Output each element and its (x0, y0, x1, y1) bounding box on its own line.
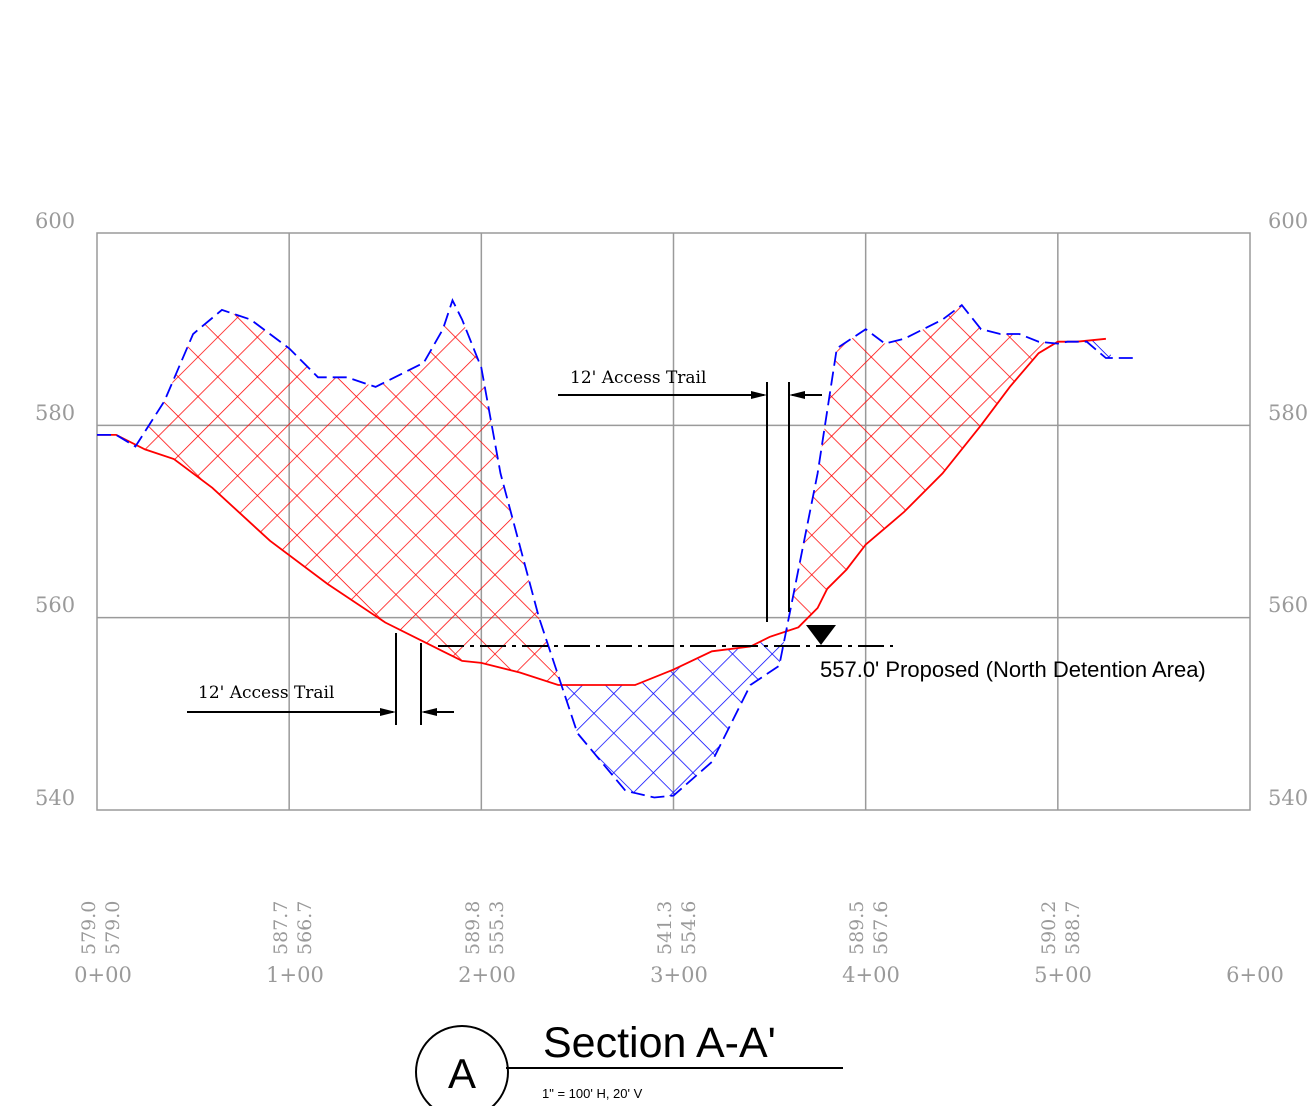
section-marker-letter: A (448, 1050, 476, 1097)
proposed-elevation-label: 557.0' Proposed (North Detention Area) (820, 657, 1206, 682)
right-tick-540: 540 (1268, 786, 1308, 810)
cut-area-hatch (97, 300, 1135, 685)
right-tick-600: 600 (1268, 209, 1308, 233)
section-title: Section A-A' (543, 1019, 776, 1067)
station-label-0: 0+00 (74, 963, 132, 987)
section-title-block: A Section A-A' 1" = 100' H, 20' V (415, 1019, 843, 1106)
left-tick-580: 580 (35, 401, 75, 425)
bottom-value-a: 587.7 (270, 901, 292, 955)
bottom-value-b: 555.3 (486, 901, 508, 955)
proposed-grade-line (97, 337, 1106, 686)
station-label-6: 6+00 (1226, 963, 1284, 987)
section-marker-circle (415, 1025, 509, 1106)
bottom-value-b: 554.6 (678, 901, 700, 955)
bottom-value-a: 589.8 (462, 901, 484, 955)
cut-fill-areas (97, 300, 1135, 798)
left-tick-540: 540 (35, 786, 75, 810)
station-label-2: 2+00 (458, 963, 516, 987)
access-trail-left: 12' Access Trail (187, 633, 454, 725)
station-label-5: 5+00 (1034, 963, 1092, 987)
bottom-value-a: 590.2 (1038, 901, 1060, 955)
access-trail-right: 12' Access Trail (558, 368, 822, 622)
station-label-4: 4+00 (842, 963, 900, 987)
section-scale: 1" = 100' H, 20' V (542, 1086, 643, 1101)
bottom-value-a: 541.3 (654, 901, 676, 955)
left-tick-600: 600 (35, 209, 75, 233)
bottom-value-b: 567.6 (870, 901, 892, 955)
bottom-value-b: 588.7 (1062, 901, 1084, 955)
bottom-value-a: 589.5 (846, 901, 868, 955)
left-tick-560: 560 (35, 593, 75, 617)
bottom-value-b: 566.7 (294, 901, 316, 955)
access-trail-left-label: 12' Access Trail (198, 683, 334, 703)
proposed-water-surface: 557.0' Proposed (North Detention Area) (438, 625, 1206, 682)
existing-ground-line (97, 297, 1135, 799)
water-level-triangle-icon (806, 625, 836, 645)
station-label-3: 3+00 (650, 963, 708, 987)
access-trail-right-label: 12' Access Trail (570, 368, 706, 388)
station-label-1: 1+00 (266, 963, 324, 987)
right-tick-560: 560 (1268, 593, 1308, 617)
bottom-value-b: 579.0 (102, 901, 124, 955)
profile-lines (97, 297, 1135, 799)
right-tick-580: 580 (1268, 401, 1308, 425)
bottom-value-a: 579.0 (78, 901, 100, 955)
